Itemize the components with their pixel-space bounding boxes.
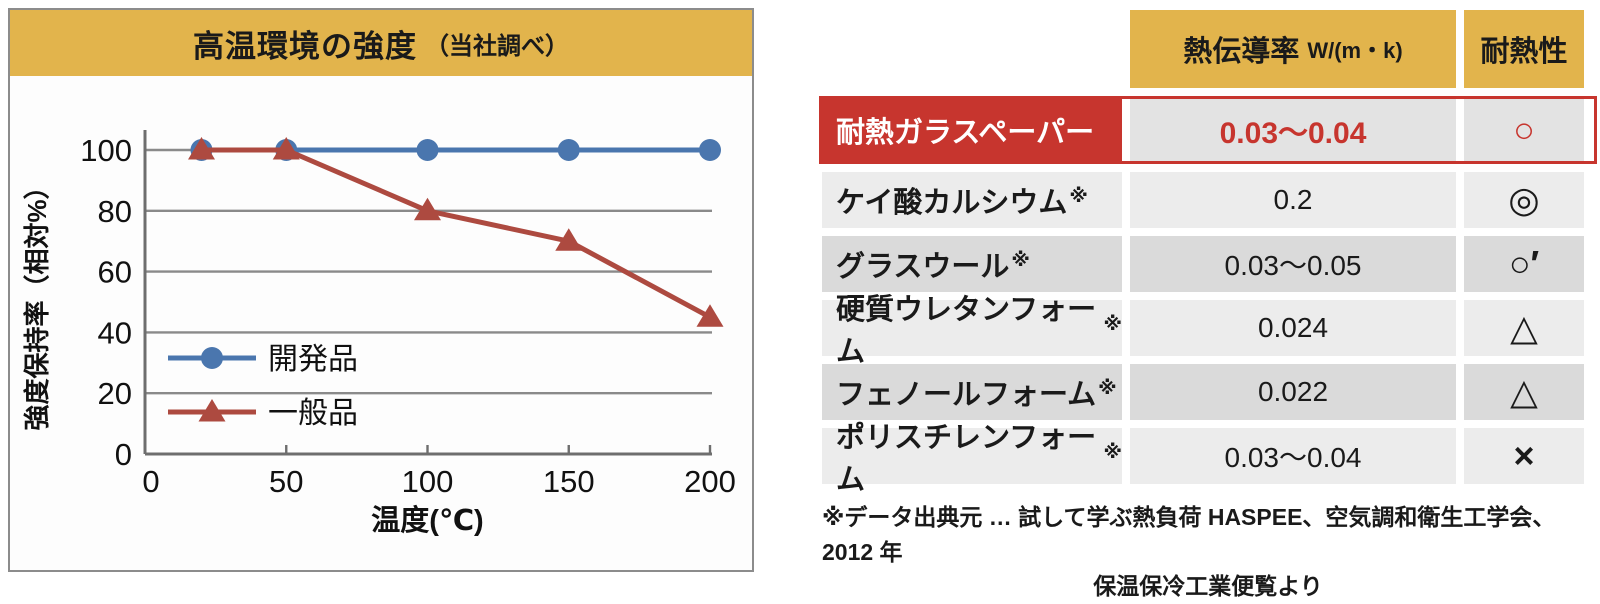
x-tick-label: 150 — [543, 464, 595, 499]
developed-product-data-point — [699, 139, 721, 161]
table-row-polystyrene-foam: ポリスチレンフォーム ※ 0.03〜0.04 × — [822, 422, 1594, 496]
footnote-line-1: ※データ出典元 … 試して学ぶ熱負荷 HASPEE、空気調和衛生工学会、2012… — [822, 504, 1556, 565]
chart-plot-area: 0 20 40 60 80 100 0 50 100 150 200 温度(℃) 強度保持率（相対%） 開… — [10, 76, 752, 570]
heat-resistance-rating: × — [1464, 428, 1584, 484]
table-header-row: 熱伝導率 W/(m・k) 耐熱性 — [822, 10, 1594, 88]
heat-resistance-rating: ○′ — [1464, 236, 1584, 292]
comparison-table: 熱伝導率 W/(m・k) 耐熱性 耐熱ガラスペーパー 0.03〜0.04 ○ ケ… — [819, 10, 1597, 604]
strength-line-chart: 0 20 40 60 80 100 0 50 100 150 200 温度(℃) 強度保持率（相対%） 開… — [22, 130, 736, 537]
conductivity-value: 0.2 — [1130, 172, 1456, 228]
conductivity-value: 0.024 — [1130, 300, 1456, 356]
table-row-phenol-foam: フェノールフォーム ※ 0.022 △ — [822, 364, 1594, 420]
table-row-calcium-silicate: ケイ酸カルシウム ※ 0.2 ◎ — [822, 172, 1594, 228]
material-name: グラスウール ※ — [822, 236, 1122, 292]
general-product-data-point — [696, 304, 724, 327]
series-line-general-product — [201, 147, 712, 320]
conductivity-value: 0.022 — [1130, 364, 1456, 420]
table-row-glass-wool: グラスウール ※ 0.03〜0.05 ○′ — [822, 236, 1594, 292]
table-row-heat-resistant-glass-paper: 耐熱ガラスペーパー 0.03〜0.04 ○ — [819, 96, 1597, 164]
developed-product-data-point — [557, 139, 580, 161]
footnote-marker: ※ — [1098, 377, 1117, 399]
y-tick-label: 100 — [80, 133, 132, 168]
footnote-line-2: 保温保冷工業便覧より — [1093, 573, 1323, 599]
material-name: 耐熱ガラスペーパー — [822, 99, 1122, 161]
y-tick-label: 0 — [115, 437, 132, 472]
chart-title: 高温環境の強度 — [193, 28, 417, 64]
material-name: フェノールフォーム ※ — [822, 364, 1122, 420]
conductivity-value: 0.03〜0.04 — [1130, 428, 1456, 484]
heat-resistance-rating: △ — [1464, 300, 1584, 356]
footnote-marker: ※ — [1103, 441, 1122, 463]
legend-marker — [201, 347, 223, 369]
legend-label: 一般品 — [268, 397, 358, 430]
footnote-marker: ※ — [1103, 313, 1122, 335]
general-product-data-point — [555, 228, 583, 251]
table-footnote: ※データ出典元 … 試して学ぶ熱負荷 HASPEE、空気調和衛生工学会、2012… — [822, 500, 1594, 604]
legend-marker — [198, 399, 226, 422]
y-axis-label: 強度保持率（相対%） — [22, 173, 52, 430]
heat-resistance-rating: ○ — [1464, 99, 1584, 161]
x-tick-label: 50 — [269, 464, 303, 499]
table-row-rigid-urethane-foam: 硬質ウレタンフォーム ※ 0.024 △ — [822, 294, 1594, 368]
heat-resistance-rating: △ — [1464, 364, 1584, 420]
legend-label: 開発品 — [268, 343, 358, 376]
header-cell-heat-resistance: 耐熱性 — [1464, 10, 1584, 88]
general-product-data-point — [272, 137, 300, 160]
chart-title-note: （当社調べ） — [425, 32, 569, 60]
x-axis-label: 温度(℃) — [371, 504, 483, 537]
footnote-marker: ※ — [1069, 185, 1088, 207]
infographic: 高温環境の強度 （当社調べ） 0 20 40 60 80 100 0 50 100 150 200 温… — [8, 8, 1597, 599]
conductivity-header-unit: W/(m・k) — [1307, 38, 1403, 63]
material-name: 硬質ウレタンフォーム ※ — [822, 294, 1122, 368]
developed-product-data-point — [416, 139, 439, 161]
y-tick-label: 60 — [98, 255, 132, 290]
heat-resistance-rating: ◎ — [1464, 172, 1584, 228]
x-tick-label: 100 — [402, 464, 454, 499]
x-tick-label: 200 — [684, 464, 736, 499]
y-tick-label: 20 — [98, 376, 132, 411]
conductivity-header-label: 熱伝導率 — [1183, 36, 1300, 68]
y-tick-label: 80 — [98, 194, 132, 229]
header-empty-cell — [822, 10, 1122, 88]
conductivity-value: 0.03〜0.04 — [1130, 99, 1456, 161]
header-cell-conductivity: 熱伝導率 W/(m・k) — [1130, 10, 1456, 88]
strength-chart-panel: 高温環境の強度 （当社調べ） 0 20 40 60 80 100 0 50 100 150 200 温… — [8, 8, 754, 572]
general-product-data-point — [414, 197, 441, 221]
conductivity-value: 0.03〜0.05 — [1130, 236, 1456, 292]
footnote-marker: ※ — [1011, 249, 1030, 271]
y-tick-label: 40 — [98, 315, 132, 350]
material-name: ケイ酸カルシウム ※ — [822, 172, 1122, 228]
material-name: ポリスチレンフォーム ※ — [822, 422, 1122, 496]
heat-resistance-header-label: 耐熱性 — [1480, 36, 1568, 68]
x-tick-label: 0 — [142, 464, 159, 499]
general-product-data-point — [188, 137, 215, 160]
chart-title-bar: 高温環境の強度 （当社調べ） — [10, 10, 752, 76]
